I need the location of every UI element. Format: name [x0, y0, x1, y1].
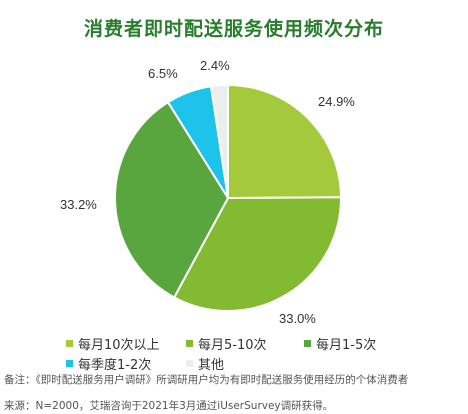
legend-label: 每月5-10次	[198, 337, 267, 353]
pie-slice-monthly-10-plus	[227, 83, 343, 200]
legend-item-other: 其他	[186, 354, 304, 373]
legend-swatch	[186, 339, 193, 347]
pie-slice-other	[209, 83, 229, 199]
footnote-remark: 备注：《即时配送服务用户调研》所调研用户均为有即时配送服务使用经历的个体消费者	[4, 374, 409, 386]
slice-label-quarterly-1-2: 6.5%	[148, 66, 178, 81]
pie-slice-monthly-5-10	[172, 196, 342, 312]
legend-swatch	[304, 339, 311, 347]
legend-label: 每月1-5次	[316, 337, 377, 353]
legend-item-monthly-10-plus: 每月10次以上	[66, 334, 186, 353]
slice-label-monthly-1-5: 33.2%	[60, 197, 97, 212]
pie-slice-monthly-1-5	[114, 100, 230, 299]
legend-item-monthly-5-10: 每月5-10次	[186, 334, 304, 353]
legend-label: 每季度1-2次	[78, 357, 152, 373]
legend-item-quarterly-1-2: 每季度1-2次	[66, 354, 186, 373]
legend-item-monthly-1-5: 每月1-5次	[304, 334, 424, 353]
legend-swatch	[186, 359, 193, 367]
legend-swatch	[66, 359, 73, 367]
legend-label: 每月10次以上	[78, 337, 160, 353]
legend-label: 其他	[198, 357, 225, 373]
slice-label-other: 2.4%	[200, 58, 230, 73]
footnote-source: 来源：N=2000，艾瑞咨询于2021年3月通过iUserSurvey调研获得。	[4, 400, 334, 412]
slice-label-monthly-5-10: 33.0%	[279, 311, 316, 326]
legend: 每月10次以上 每月5-10次 每月1-5次 每季度1-2次 其他	[66, 333, 466, 373]
chart-title: 消费者即时配送服务使用频次分布	[83, 18, 384, 40]
legend-swatch	[66, 339, 73, 347]
slice-label-monthly-10-plus: 24.9%	[318, 94, 355, 109]
